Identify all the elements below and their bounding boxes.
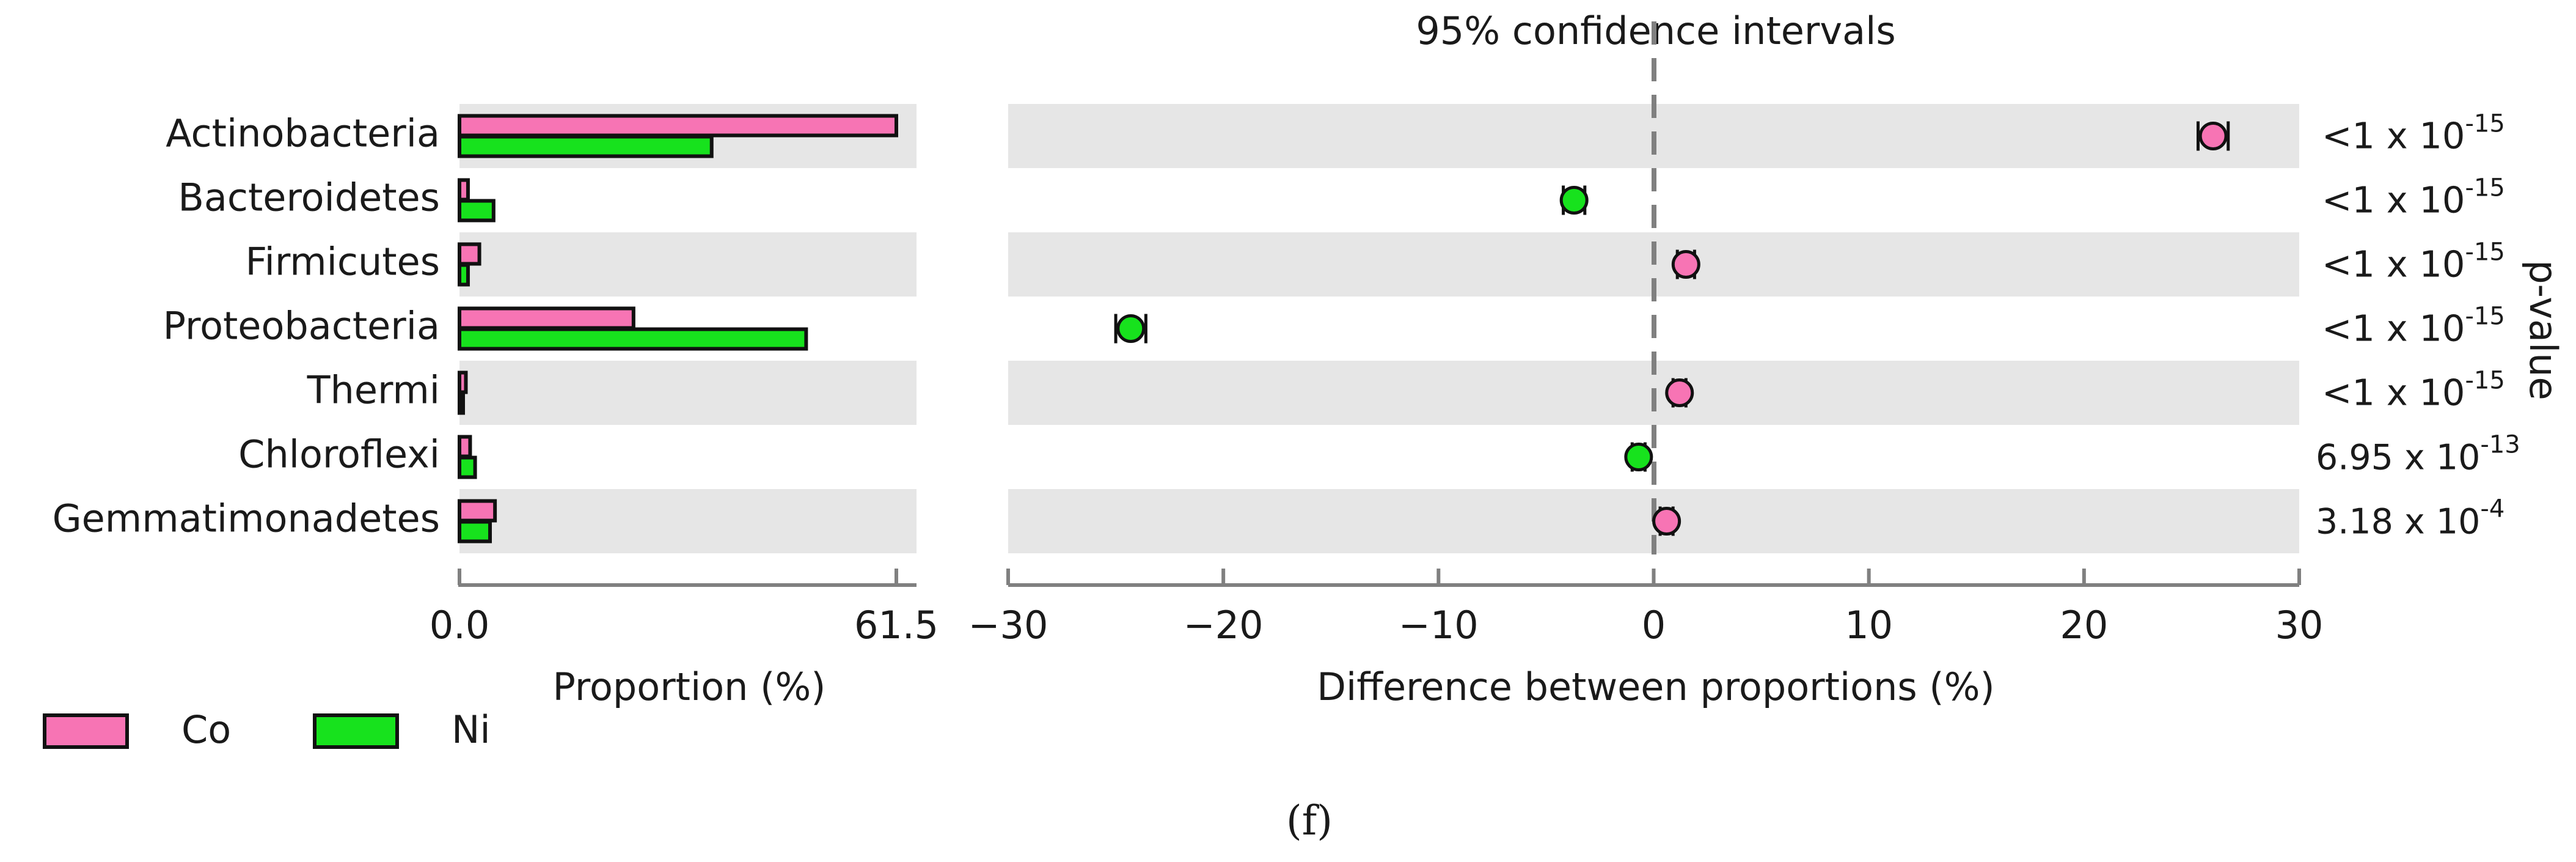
difference-tick-label-1: −20 xyxy=(1184,603,1264,647)
proportion-bar-ni-proteobacteria xyxy=(458,327,808,351)
p-value-base: <1 x 10 xyxy=(2322,243,2465,285)
p-value-base: <1 x 10 xyxy=(2322,179,2465,221)
proportion-bar-co-bacteroidetes xyxy=(458,178,470,202)
legend-label-co: Co xyxy=(181,707,231,752)
p-value-base: <1 x 10 xyxy=(2322,372,2465,414)
p-value-base: 6.95 x 10 xyxy=(2316,437,2480,477)
proportion-tick-label-0: 0.0 xyxy=(430,603,490,647)
legend-swatch-ni xyxy=(313,713,399,749)
row-band-proportion-gemmatimonadetes xyxy=(459,489,917,553)
difference-point-firmicutes xyxy=(1671,250,1700,279)
legend-swatch-co xyxy=(43,713,129,749)
difference-tick-label-2: −10 xyxy=(1399,603,1479,647)
difference-point-actinobacteria xyxy=(2198,122,2228,150)
p-value-axis-label: p-value xyxy=(2521,260,2566,400)
proportion-x-axis-label: Proportion (%) xyxy=(553,665,826,709)
category-label-bacteroidetes: Bacteroidetes xyxy=(178,175,440,220)
difference-tick-label-3: 0 xyxy=(1642,603,1666,647)
p-value-exponent: -15 xyxy=(2465,367,2505,395)
proportion-bar-co-proteobacteria xyxy=(458,306,635,330)
row-band-proportion-thermi xyxy=(459,361,917,425)
proportion-bar-co-actinobacteria xyxy=(458,114,898,138)
difference-point-gemmatimonadetes xyxy=(1652,507,1681,536)
difference-point-chloroflexi xyxy=(1624,443,1653,471)
legend: Co Ni xyxy=(43,707,491,752)
difference-tick-label-5: 20 xyxy=(2060,603,2108,647)
difference-point-bacteroidetes xyxy=(1559,186,1589,215)
category-label-proteobacteria: Proteobacteria xyxy=(163,304,440,348)
p-value-exponent: -15 xyxy=(2465,238,2505,267)
p-value-exponent: -13 xyxy=(2480,431,2520,459)
p-value-exponent: -15 xyxy=(2465,110,2505,138)
category-label-firmicutes: Firmicutes xyxy=(245,240,440,284)
proportion-bars xyxy=(458,114,898,543)
p-value-exponent: -4 xyxy=(2480,495,2505,523)
p-value-chloroflexi: 6.95 x 10-13 xyxy=(2316,431,2520,478)
p-value-base: <1 x 10 xyxy=(2322,308,2465,350)
p-value-base: 3.18 x 10 xyxy=(2316,501,2480,542)
difference-x-axis-label: Difference between proportions (%) xyxy=(1317,665,1994,709)
proportion-bar-ni-actinobacteria xyxy=(458,134,714,158)
proportion-bar-ni-chloroflexi xyxy=(458,455,477,479)
category-labels: Actinobacteria Bacteroidetes Firmicutes Pro… xyxy=(53,111,440,541)
p-value-actinobacteria: <1 x 10-15 xyxy=(2322,110,2505,157)
row-band-proportion-firmicutes xyxy=(459,232,917,297)
p-value-firmicutes: <1 x 10-15 xyxy=(2322,238,2505,285)
p-value-exponent: -15 xyxy=(2465,303,2505,331)
proportion-ticks: 0.0 61.5 xyxy=(430,569,939,647)
difference-tick-label-4: 10 xyxy=(1845,603,1893,647)
p-value-thermi: <1 x 10-15 xyxy=(2322,367,2505,414)
category-label-chloroflexi: Chloroflexi xyxy=(238,432,440,477)
proportion-bar-ni-gemmatimonadetes xyxy=(458,520,492,543)
legend-label-ni: Ni xyxy=(452,707,491,752)
proportion-bar-ni-thermi xyxy=(458,391,465,415)
proportion-bar-ni-bacteroidetes xyxy=(458,199,496,223)
p-value-bacteroidetes: <1 x 10-15 xyxy=(2322,174,2505,221)
figure-caption: (f) xyxy=(1286,797,1333,844)
difference-ticks: −30 −20 −10 0 10 20 30 xyxy=(968,569,2324,647)
p-value-gemmatimonadetes: 3.18 x 10-4 xyxy=(2316,495,2505,542)
p-value-exponent: -15 xyxy=(2465,174,2505,202)
difference-point-thermi xyxy=(1665,378,1694,407)
difference-tick-label-6: 30 xyxy=(2275,603,2324,647)
difference-point-proteobacteria xyxy=(1116,314,1146,343)
proportion-bar-co-chloroflexi xyxy=(458,435,472,459)
proportion-tick-label-1: 61.5 xyxy=(854,603,939,647)
difference-points xyxy=(1114,121,2230,536)
difference-tick-label-0: −30 xyxy=(968,603,1048,647)
proportion-bar-co-thermi xyxy=(458,370,468,394)
p-value-proteobacteria: <1 x 10-15 xyxy=(2322,303,2505,350)
p-value-labels: <1 x 10-15<1 x 10-15<1 x 10-15<1 x 10-15… xyxy=(2316,110,2520,542)
category-label-gemmatimonadetes: Gemmatimonadetes xyxy=(53,496,440,541)
proportion-bar-co-firmicutes xyxy=(458,242,481,266)
proportion-bar-ni-firmicutes xyxy=(458,263,470,287)
category-label-thermi: Thermi xyxy=(307,368,440,413)
proportion-bar-co-gemmatimonadetes xyxy=(458,499,497,523)
category-label-actinobacteria: Actinobacteria xyxy=(166,111,440,156)
p-value-base: <1 x 10 xyxy=(2322,115,2465,157)
